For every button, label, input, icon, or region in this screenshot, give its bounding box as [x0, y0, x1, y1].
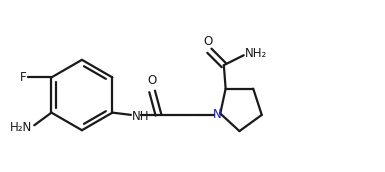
Text: NH₂: NH₂ [245, 47, 267, 60]
Text: N: N [213, 108, 222, 121]
Text: H₂N: H₂N [10, 121, 32, 135]
Text: F: F [20, 71, 26, 84]
Text: O: O [203, 35, 212, 48]
Text: O: O [147, 74, 157, 87]
Text: NH: NH [132, 110, 149, 123]
